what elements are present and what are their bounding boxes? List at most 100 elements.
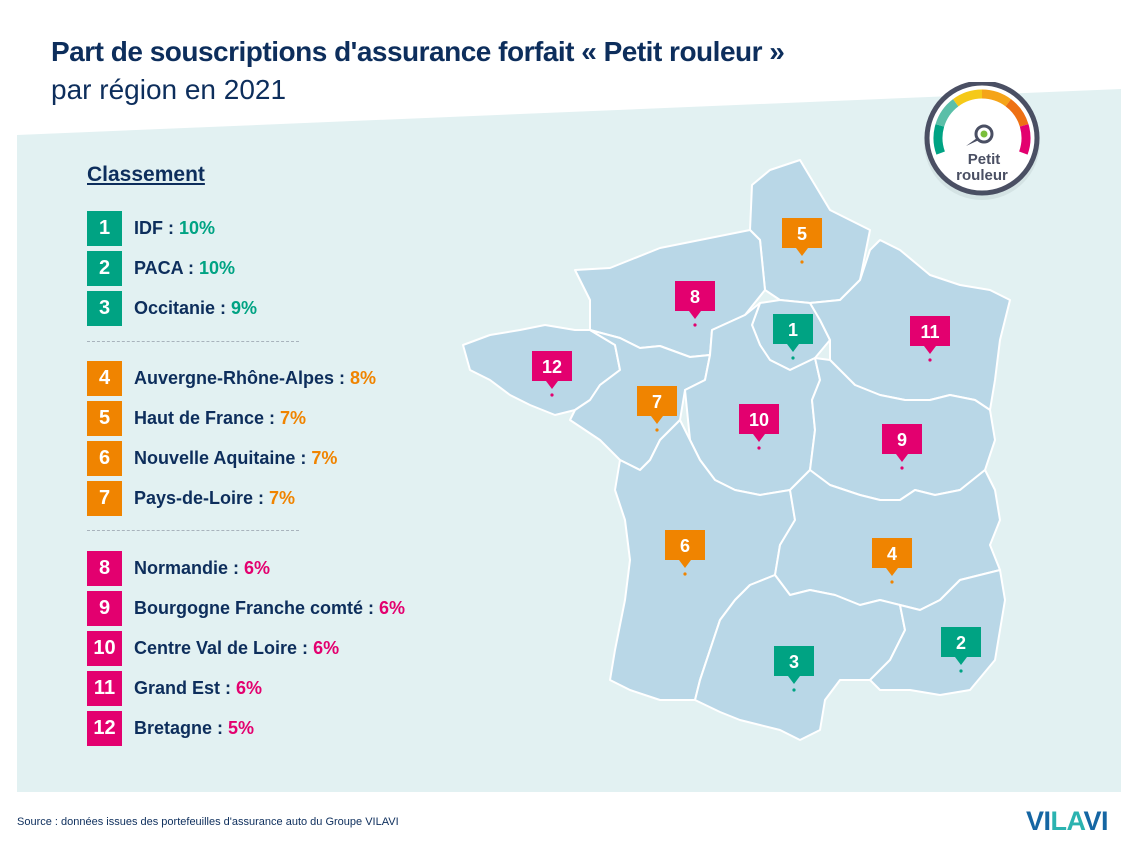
gauge-segment [981, 89, 1011, 107]
map-marker-9: 9 [882, 424, 922, 470]
legend-row: 10 Centre Val de Loire : 6% [87, 630, 339, 666]
rank-badge: 4 [87, 360, 122, 396]
region-name: Centre Val de Loire : [134, 637, 314, 658]
legend-divider [87, 341, 299, 342]
rank-badge: 8 [87, 550, 122, 586]
marker-label: 1 [788, 320, 798, 340]
region-percentage: 6% [236, 677, 263, 698]
map-marker-8: 8 [675, 281, 715, 327]
marker-pin [782, 218, 822, 256]
speedometer-gauge-icon [933, 89, 1031, 155]
map-marker-7: 7 [637, 386, 677, 432]
marker-label: 8 [690, 287, 700, 307]
legend-label: IDF : 10% [134, 218, 215, 239]
legend-label: Grand Est : 6% [134, 678, 262, 699]
marker-pin [774, 646, 814, 684]
legend-title: Classement [87, 163, 205, 186]
marker-pin [773, 314, 813, 352]
marker-dot [550, 393, 554, 397]
gauge-center-outer [974, 124, 994, 144]
marker-pin [872, 538, 912, 576]
map-marker-2: 2 [941, 627, 981, 673]
map-marker-11: 11 [910, 316, 950, 362]
region-paca [869, 569, 1006, 696]
marker-dot [959, 669, 963, 673]
marker-dot [900, 466, 904, 470]
marker-pin [941, 627, 981, 665]
map-marker-12: 12 [532, 351, 572, 397]
rank-badge: 12 [87, 710, 122, 746]
legend-label: Nouvelle Aquitaine : 7% [134, 448, 337, 469]
region-percentage: 7% [280, 407, 307, 428]
region-percentage: 5% [228, 717, 255, 738]
legend-row: 4 Auvergne-Rhône-Alpes : 8% [87, 360, 376, 396]
legend-label: Auvergne-Rhône-Alpes : 8% [134, 368, 376, 389]
gauge-segment [935, 99, 959, 127]
region-name: Normandie : [134, 557, 245, 578]
petit-rouleur-badge: Petit rouleur [924, 82, 1040, 200]
rank-badge: 7 [87, 480, 122, 516]
source-note: Source : données issues des portefeuille… [17, 816, 399, 828]
legend-row: 12 Bretagne : 5% [87, 710, 254, 746]
legend-label: Occitanie : 9% [134, 298, 257, 319]
legend-row: 9 Bourgogne Franche comté : 6% [87, 590, 405, 626]
marker-dot [800, 260, 804, 264]
legend-label: Centre Val de Loire : 6% [134, 638, 339, 659]
marker-dot [792, 688, 796, 692]
legend-label: Bretagne : 5% [134, 718, 254, 739]
rank-badge: 2 [87, 250, 122, 286]
map-marker-1: 1 [773, 314, 813, 360]
region-percentage: 6% [379, 597, 406, 618]
legend-row: 3 Occitanie : 9% [87, 290, 257, 326]
marker-dot [928, 358, 932, 362]
region-name: IDF : [134, 217, 179, 238]
region-name: Occitanie : [134, 297, 232, 318]
region-name: Pays-de-Loire : [134, 487, 270, 508]
region-percentage: 6% [244, 557, 271, 578]
legend-row: 8 Normandie : 6% [87, 550, 270, 586]
region-percentage: 10% [179, 217, 216, 238]
marker-pin [739, 404, 779, 442]
gauge-segment [1019, 124, 1031, 155]
marker-pin [910, 316, 950, 354]
map-marker-4: 4 [872, 538, 912, 584]
region-name: Bretagne : [134, 717, 229, 738]
marker-dot [655, 428, 659, 432]
marker-label: 12 [542, 357, 562, 377]
legend-divider [87, 530, 299, 531]
marker-label: 7 [652, 392, 662, 412]
region-name: Bourgogne Franche comté : [134, 597, 380, 618]
legend-label: Haut de France : 7% [134, 408, 306, 429]
rank-badge: 10 [87, 630, 122, 666]
badge-text-line1: Petit [968, 151, 1001, 168]
legend-label: Bourgogne Franche comté : 6% [134, 598, 405, 619]
marker-label: 6 [680, 536, 690, 556]
rank-badge: 9 [87, 590, 122, 626]
page-title: Part de souscriptions d'assurance forfai… [51, 36, 785, 67]
region-name: Nouvelle Aquitaine : [134, 447, 312, 468]
rank-badge: 1 [87, 210, 122, 246]
legend-label: PACA : 10% [134, 258, 235, 279]
legend-label: Pays-de-Loire : 7% [134, 488, 295, 509]
badge-text-line2: rouleur [956, 167, 1008, 184]
legend-label: Normandie : 6% [134, 558, 270, 579]
region-percentage: 9% [231, 297, 258, 318]
rank-badge: 6 [87, 440, 122, 476]
legend-row: 5 Haut de France : 7% [87, 400, 306, 436]
map-marker-6: 6 [665, 530, 705, 576]
legend-row: 2 PACA : 10% [87, 250, 235, 286]
region-percentage: 7% [269, 487, 296, 508]
marker-dot [757, 446, 761, 450]
marker-pin [532, 351, 572, 389]
marker-pin [665, 530, 705, 568]
region-percentage: 8% [350, 367, 377, 388]
marker-label: 11 [920, 322, 939, 342]
legend-row: 11 Grand Est : 6% [87, 670, 262, 706]
marker-pin [637, 386, 677, 424]
marker-label: 4 [887, 544, 897, 564]
region-name: Grand Est : [134, 677, 237, 698]
region-name: Haut de France : [134, 407, 281, 428]
region-percentage: 10% [199, 257, 236, 278]
